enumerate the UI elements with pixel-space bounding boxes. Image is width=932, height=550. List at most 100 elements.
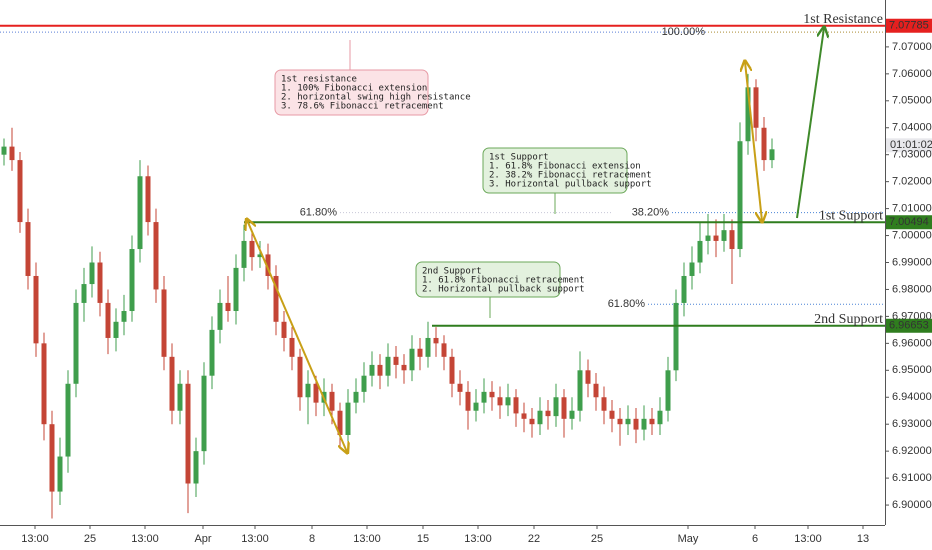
candle-body xyxy=(121,311,127,322)
y-tick-label: 6.94000 xyxy=(892,391,932,403)
candle-body xyxy=(721,230,727,241)
candle-body xyxy=(345,402,351,435)
candle-body xyxy=(297,356,303,398)
fib-label: 100.00% xyxy=(662,26,706,38)
candle-body xyxy=(449,356,455,384)
candle-body xyxy=(689,262,695,276)
candle-body xyxy=(729,230,735,250)
candle-body xyxy=(385,356,391,376)
y-tick-label: 6.90000 xyxy=(892,499,932,511)
candle-body xyxy=(241,240,247,268)
candle-body xyxy=(225,302,231,312)
x-tick-label: Apr xyxy=(194,533,211,545)
y-tick-label: 7.07000 xyxy=(892,41,932,53)
x-tick-label: 25 xyxy=(84,533,96,545)
note-line: 3. Horizontal pullback support xyxy=(489,180,652,190)
y-tick-label: 6.98000 xyxy=(892,283,932,295)
candle-body xyxy=(657,410,663,425)
candle-body xyxy=(33,275,39,344)
candle-body xyxy=(113,321,119,338)
candle-body xyxy=(145,176,151,223)
candle-body xyxy=(569,410,575,419)
note-line: 1st resistance xyxy=(281,75,357,85)
measure-arrow xyxy=(247,220,347,452)
x-tick-label: 13:00 xyxy=(464,533,492,545)
x-tick-label: 25 xyxy=(591,533,603,545)
candle-body xyxy=(641,418,647,430)
candle-body xyxy=(73,302,79,384)
candle-body xyxy=(585,370,591,384)
measure-arrow xyxy=(745,62,762,221)
candle-body xyxy=(761,127,767,161)
y-tick-label: 6.93000 xyxy=(892,418,932,430)
candle-body xyxy=(185,383,191,484)
y-tick-label: 6.91000 xyxy=(892,472,932,484)
y-tick-label: 6.96000 xyxy=(892,337,932,349)
candle-body xyxy=(1,146,7,155)
y-tick-label: 7.02000 xyxy=(892,176,932,188)
y-tick-label: 6.92000 xyxy=(892,445,932,457)
x-tick-label: 13:00 xyxy=(131,533,159,545)
candle-body xyxy=(625,418,631,425)
candle-body xyxy=(609,410,615,419)
candle-body xyxy=(521,413,527,419)
candle-body xyxy=(649,418,655,425)
note-box xyxy=(274,69,429,116)
note-line: 2. horizontal swing high resistance xyxy=(281,93,471,103)
candle-body xyxy=(681,275,687,303)
candle-body xyxy=(249,240,255,258)
candle-body xyxy=(425,337,431,357)
x-tick-label: 6 xyxy=(752,533,758,545)
overlay: 1st Resistance 7.07785 1st Support 7.00494 2… xyxy=(274,12,932,333)
x-tick-label: 13:00 xyxy=(794,533,822,545)
candle-body xyxy=(9,146,15,161)
candle-body xyxy=(49,424,55,492)
candle-body xyxy=(753,87,759,128)
candle-body xyxy=(457,383,463,392)
candle-body xyxy=(481,391,487,403)
level-name: 2nd Support xyxy=(814,312,883,327)
candle-body xyxy=(193,451,199,484)
candle-body xyxy=(289,337,295,357)
candle-body xyxy=(417,348,423,357)
candle-body xyxy=(57,456,63,492)
candle-body xyxy=(209,329,215,376)
level-name: 1st Support xyxy=(819,208,883,223)
candle-body xyxy=(713,235,719,241)
note-line: 1. 100% Fibonacci extension xyxy=(281,84,427,94)
y-tick-label: 7.03000 xyxy=(892,149,932,161)
note-box xyxy=(482,147,628,194)
y-tick-label: 6.97000 xyxy=(892,310,932,322)
level-price: 7.07785 xyxy=(889,20,929,32)
level-name: 1st Resistance xyxy=(803,12,883,27)
y-tick-label: 6.99000 xyxy=(892,256,932,268)
candle-body xyxy=(169,356,175,411)
candle-body xyxy=(353,391,359,403)
x-tick-label: 13 xyxy=(857,533,869,545)
x-tick-label: 15 xyxy=(417,533,429,545)
candle-body xyxy=(217,302,223,330)
x-tick-label: 13:00 xyxy=(241,533,269,545)
candle-body xyxy=(361,375,367,392)
projection-arrow xyxy=(796,28,824,219)
candle-body xyxy=(129,249,135,312)
candle-body xyxy=(41,343,47,425)
note-line: 2. 38.2% Fibonacci retracement xyxy=(489,171,652,181)
candle-body xyxy=(201,375,207,452)
candle-body xyxy=(233,267,239,312)
candle-body xyxy=(177,383,183,411)
candle-body xyxy=(633,418,639,430)
x-tick-label: 13:00 xyxy=(353,533,381,545)
countdown-box xyxy=(886,138,932,153)
level-price-box xyxy=(886,318,932,333)
candle-body xyxy=(81,284,87,303)
note-line: 1. 61.8% Fibonacci retracement xyxy=(422,276,585,286)
candle-body xyxy=(465,391,471,411)
note-line: 2nd Support xyxy=(422,267,482,277)
candle-body xyxy=(601,397,607,411)
level-price: 7.00494 xyxy=(889,216,929,228)
level-price-box xyxy=(886,215,932,230)
fib-label: 61.80% xyxy=(608,298,646,310)
candle-body xyxy=(409,348,415,371)
